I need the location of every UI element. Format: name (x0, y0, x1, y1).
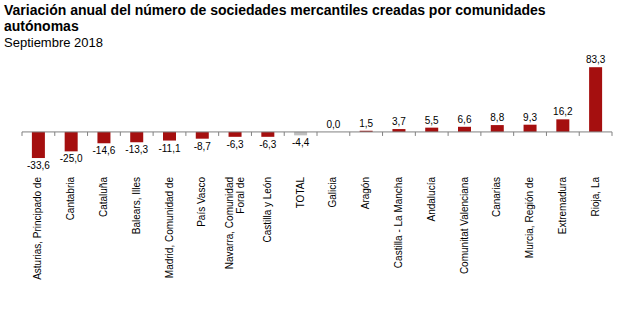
bar (229, 132, 242, 137)
data-label: 5,5 (425, 115, 439, 126)
x-tick-label: Madrid, Comunidad de (164, 177, 175, 279)
x-tick-label: Andalucía (426, 177, 437, 222)
bar (261, 132, 274, 137)
chart-title: Variación anual del número de sociedades… (4, 2, 564, 34)
x-tick-label: Comunitat Valenciana (459, 177, 470, 275)
x-tick (579, 132, 580, 136)
bar (32, 132, 45, 158)
bar (294, 132, 307, 135)
x-tick (54, 132, 55, 136)
x-tick (513, 132, 514, 136)
x-tick-label: Cataluña (98, 177, 109, 217)
bar (524, 125, 537, 132)
bar (196, 132, 209, 139)
bar (589, 67, 602, 132)
x-tick (185, 132, 186, 136)
data-label: -8,7 (194, 141, 212, 152)
x-tick-label: Extremadura (557, 177, 568, 235)
x-tick-label: País Vasco (196, 177, 207, 227)
x-tick-label: Cantabria (65, 177, 76, 221)
data-label: 8,8 (490, 112, 504, 123)
x-tick (218, 132, 219, 136)
chart-subtitle: Septiembre 2018 (4, 35, 103, 50)
data-label: 3,7 (392, 116, 406, 127)
data-label: -4,4 (292, 137, 310, 148)
data-label: -25,0 (60, 153, 83, 164)
range-edge (22, 62, 23, 163)
data-label: 1,5 (359, 118, 373, 129)
x-tick (251, 132, 252, 136)
bar (97, 132, 110, 143)
bar (163, 132, 176, 141)
x-tick (153, 132, 154, 136)
x-tick (448, 132, 449, 136)
x-tick-label: Galicia (327, 177, 338, 208)
x-tick (415, 132, 416, 136)
x-tick-label: Navarra, ComunidadForal de (224, 177, 246, 270)
x-tick-label: Castilla y León (262, 177, 273, 243)
data-label: 0,0 (326, 119, 340, 130)
x-tick (22, 132, 23, 136)
bar (458, 127, 471, 132)
x-tick (87, 132, 88, 136)
data-label: 6,6 (458, 114, 472, 125)
x-tick (284, 132, 285, 136)
x-tick (317, 132, 318, 136)
data-label: -11,1 (158, 143, 180, 154)
bars (32, 67, 602, 158)
bar (425, 128, 438, 132)
x-tick (612, 132, 613, 136)
bar (65, 132, 78, 151)
x-tick-label: Balears, Illes (131, 177, 142, 234)
data-label: -13,3 (125, 144, 148, 155)
data-label: 16,2 (553, 106, 573, 117)
x-tick (120, 132, 121, 136)
x-tick (546, 132, 547, 136)
x-tick-label: Castilla - La Mancha (393, 177, 404, 269)
data-label: -33,6 (27, 160, 50, 171)
bar (556, 119, 569, 132)
chart-svg: -33,6 -25,0 -14,6 -13,3 -11,1 -8,7 -6,3 -6,3 -4,… (0, 0, 621, 317)
x-tick (480, 132, 481, 136)
data-label: 9,3 (523, 112, 537, 123)
data-label: -6,3 (226, 139, 244, 150)
x-tick-label: Murcia, Región de (524, 177, 535, 259)
bar (491, 125, 504, 132)
x-tick-label: Asturias, Principado de (32, 177, 43, 280)
x-tick-label: Canarias (491, 177, 502, 217)
x-tick-label: TOTAL (295, 177, 306, 209)
x-tick (349, 132, 350, 136)
data-label: -6,3 (259, 139, 277, 150)
x-tick-label: Aragón (360, 177, 371, 209)
bar (130, 132, 143, 142)
data-label: -14,6 (93, 145, 116, 156)
data-label: 83,3 (586, 54, 606, 65)
x-tick (382, 132, 383, 136)
x-tick-label: Rioja, La (590, 177, 601, 217)
